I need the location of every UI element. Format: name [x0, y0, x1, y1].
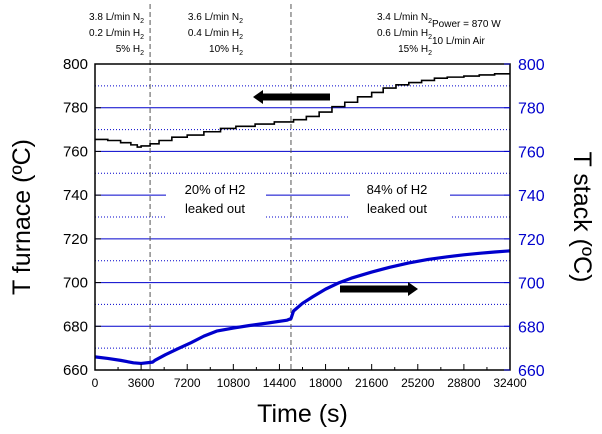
x-tick-label: 25200 [401, 376, 435, 390]
furnace-temperature-line [95, 73, 510, 148]
y-right-tick-label: 660 [518, 363, 545, 380]
x-tick-label: 3600 [128, 376, 155, 390]
y-right-tick-label: 720 [518, 232, 545, 249]
y-left-tick-label: 740 [63, 187, 88, 204]
x-tick-label: 10800 [217, 376, 251, 390]
header-line: 5% H2 [116, 44, 144, 57]
y-left-tick-label: 760 [63, 143, 88, 160]
header-line: 3.4 L/min N2 [377, 12, 432, 25]
y-left-tick-label: 700 [63, 275, 88, 292]
y-left-tick-label: 660 [63, 362, 88, 379]
leak1-line1: 20% of H2 [185, 182, 246, 197]
x-tick-label: 14400 [263, 376, 297, 390]
y-right-tick-label: 680 [518, 319, 545, 336]
phase-divider-lines [149, 4, 292, 370]
x-tick-label: 7200 [174, 376, 201, 390]
x-tick-label: 0 [92, 376, 99, 390]
y-right-tick-label: 740 [518, 188, 545, 205]
leak2-line2: leaked out [367, 201, 427, 216]
arrow-right [340, 282, 418, 296]
header-line: 10% H2 [209, 44, 243, 57]
y-axis-right-title: T stack (ºC) [568, 152, 596, 283]
y-left-tick-label: 720 [63, 231, 88, 248]
x-tick-label: 21600 [355, 376, 389, 390]
axis-ticks: 0 3600 7200 10800 14400 18000 21600 25200 28800 3… [63, 56, 545, 390]
leak1-line2: leaked out [185, 201, 245, 216]
flow-conditions-header: 3.8 L/min N2 0.2 L/min H2 5% H2 3.6 L/min N… [89, 12, 432, 57]
header-line: 0.2 L/min H2 [89, 28, 144, 41]
power-annotation: Power = 870 W [432, 19, 501, 30]
header-line: 3.6 L/min N2 [188, 12, 243, 25]
header-line: 0.4 L/min H2 [188, 28, 243, 41]
y-right-tick-label: 800 [518, 57, 545, 74]
y-right-tick-label: 760 [518, 144, 545, 161]
series-lines [94, 73, 511, 366]
leak-annotation-2: 84% of H2 leaked out [350, 180, 450, 222]
leak-annotation-1: 20% of H2 leaked out [166, 180, 266, 222]
y-left-tick-label: 680 [63, 318, 88, 335]
x-tick-label: 18000 [309, 376, 343, 390]
stack-temperature-line [94, 249, 511, 366]
y-left-tick-label: 800 [63, 56, 88, 73]
direction-arrows [253, 90, 418, 296]
y-right-tick-label: 700 [518, 276, 545, 293]
x-tick-label: 28800 [447, 376, 481, 390]
leak2-line1: 84% of H2 [367, 182, 428, 197]
header-line: 0.6 L/min H2 [377, 28, 432, 41]
y-right-tick-label: 780 [518, 101, 545, 118]
air-annotation: 10 L/min Air [432, 36, 485, 47]
header-line: 15% H2 [398, 44, 432, 57]
arrow-left [253, 90, 330, 104]
y-left-tick-label: 780 [63, 100, 88, 117]
header-line: 3.8 L/min N2 [89, 12, 144, 25]
y-axis-left-title: T furnace (ºC) [8, 139, 36, 295]
x-axis-title: Time (s) [257, 400, 348, 428]
x-tick-label: 32400 [493, 376, 527, 390]
